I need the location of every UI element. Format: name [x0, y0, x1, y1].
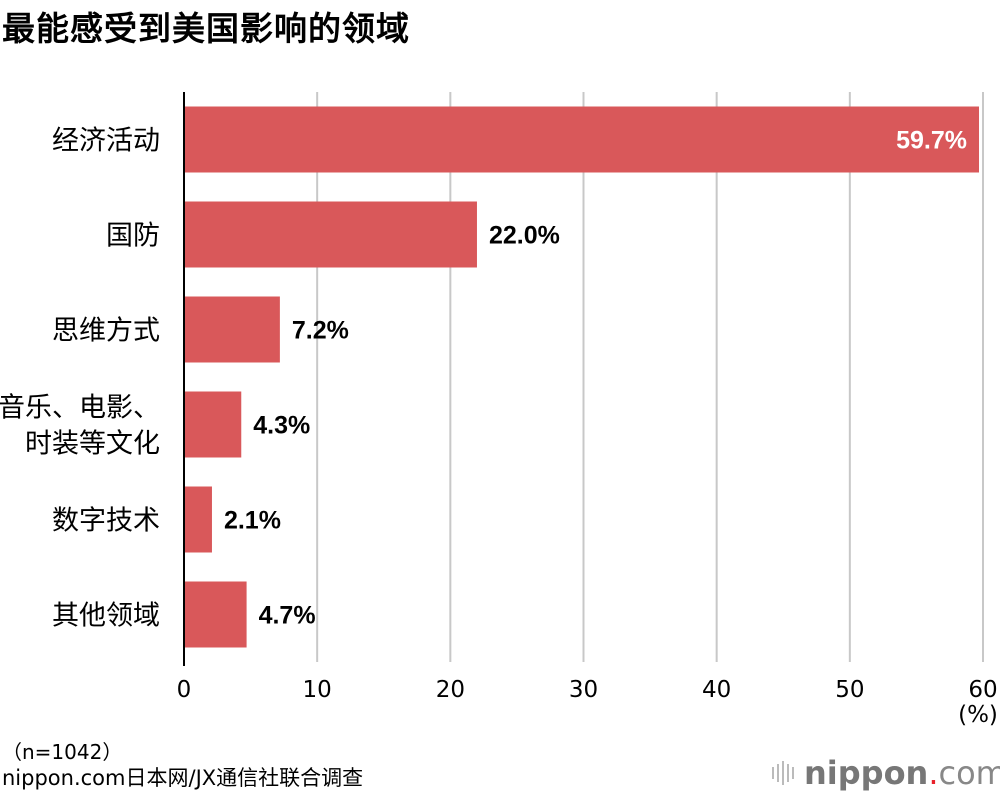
category-label: 数字技术	[52, 506, 160, 537]
data-label: 2.1%	[224, 507, 281, 535]
data-label: 4.3%	[253, 412, 310, 440]
source-note: nippon.com日本网/JX通信社联合调查	[2, 766, 364, 790]
category-label: 时装等文化	[25, 429, 160, 460]
data-label: 7.2%	[292, 317, 349, 345]
x-tick-label: 20	[436, 677, 465, 703]
bar	[184, 106, 980, 173]
x-tick-label: 30	[569, 677, 598, 703]
x-tick-label: 60	[968, 677, 997, 703]
bar	[184, 391, 242, 458]
category-label: 经济活动	[52, 126, 160, 157]
bar	[184, 581, 247, 648]
bar	[184, 486, 212, 553]
category-label: 国防	[106, 221, 160, 252]
bar-chart: 0 10 20 30 40 50 60(%) 经济活动 59.7% 国防 22.0% 思维方式 7.2%…	[0, 92, 998, 728]
x-tick-label: 40	[702, 677, 731, 703]
logo-dot: .	[928, 754, 939, 792]
x-tick-label: 50	[835, 677, 864, 703]
category-label: 其他领域	[52, 601, 160, 632]
bar	[184, 296, 280, 363]
bar	[184, 201, 477, 268]
logo-text: nippon	[804, 754, 929, 792]
logo-bars-icon	[772, 761, 794, 785]
data-label: 59.7%	[896, 127, 967, 155]
nippon-logo: nippon. com	[772, 754, 1000, 792]
data-label: 22.0%	[489, 222, 560, 250]
x-axis-unit: (%)	[958, 702, 998, 728]
x-tick-label: 10	[303, 677, 332, 703]
category-label: 音乐、电影、	[0, 393, 160, 424]
sample-size-note: （n=1042）	[2, 740, 123, 764]
x-tick-label: 0	[177, 677, 192, 703]
chart-title: 最能感受到美国影响的领域	[2, 9, 410, 48]
logo-suffix: com	[938, 754, 1000, 792]
category-label: 思维方式	[52, 316, 160, 347]
data-label: 4.7%	[259, 602, 316, 630]
